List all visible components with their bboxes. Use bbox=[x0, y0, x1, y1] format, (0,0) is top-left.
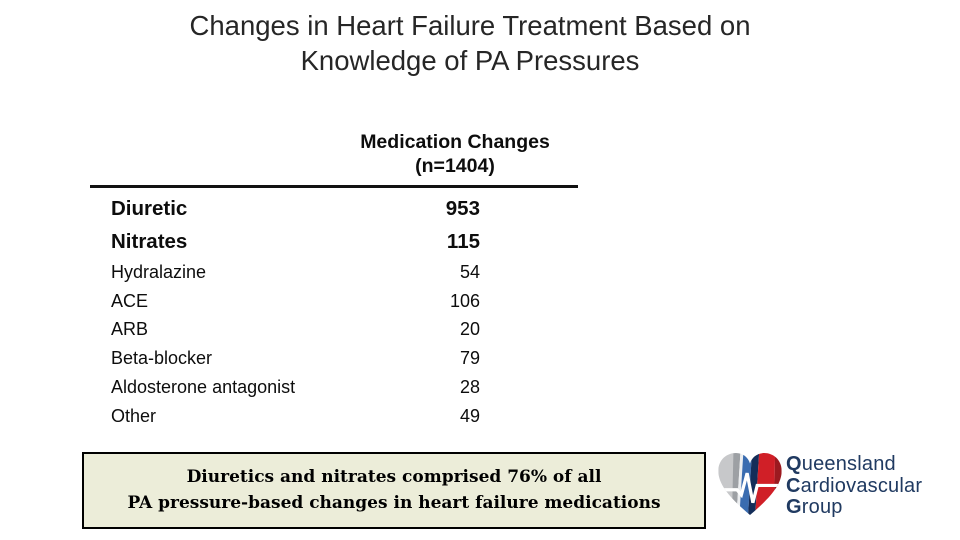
medication-value: 106 bbox=[449, 290, 480, 311]
medication-value: 54 bbox=[459, 262, 480, 282]
medication-value: 20 bbox=[459, 319, 480, 340]
page-title-line1: Changes in Heart Failure Treatment Based… bbox=[189, 10, 751, 41]
qcg-logo-line: Cardiovascular bbox=[786, 474, 923, 498]
qcg-logo-word: ardiovascular bbox=[800, 474, 923, 497]
qcg-logo-line: Queensland bbox=[786, 453, 922, 476]
qcg-logo-word: roup bbox=[801, 496, 843, 518]
summary-callout-line1: Diuretics and nitrates comprised 76% of … bbox=[186, 467, 602, 487]
table-row: Nitrates 115 bbox=[111, 225, 480, 258]
qcg-logo-initial: G bbox=[786, 496, 802, 518]
medication-label: ARB bbox=[111, 319, 149, 340]
medication-value: 79 bbox=[459, 348, 480, 369]
qcg-logo-text: Queensland Cardiovascular Group bbox=[786, 453, 923, 519]
medication-value: 953 bbox=[445, 197, 480, 220]
table-column-header-line1: Medication Changes bbox=[360, 131, 550, 153]
table-row: Aldosterone antagonist 28 bbox=[111, 373, 480, 402]
table-row: Hydralazine 54 bbox=[111, 258, 480, 287]
medication-label: Nitrates bbox=[111, 230, 188, 253]
medication-label: Beta-blocker bbox=[111, 348, 213, 369]
medication-label: Other bbox=[111, 405, 157, 426]
medication-label: Aldosterone antagonist bbox=[111, 376, 296, 397]
qcg-logo bbox=[714, 449, 786, 524]
table-row: ACE 106 bbox=[111, 287, 480, 316]
qcg-logo-word: ueensland bbox=[801, 453, 896, 475]
table-row: Other 49 bbox=[111, 402, 480, 431]
table-column-header: Medication Changes (n=1404) bbox=[330, 131, 580, 178]
table-row: Diuretic 953 bbox=[111, 192, 480, 225]
page-title-line2: Knowledge of PA Pressures bbox=[300, 45, 640, 76]
qcg-logo-initial: C bbox=[786, 474, 801, 497]
table-row: Beta-blocker 79 bbox=[111, 344, 480, 373]
table-row: ARB 20 bbox=[111, 315, 480, 344]
qcg-logo-line: Group bbox=[786, 496, 922, 519]
medication-label: ACE bbox=[111, 290, 149, 311]
medication-label: Diuretic bbox=[111, 197, 188, 220]
qcg-logo-initial: Q bbox=[786, 453, 802, 475]
table-header-rule bbox=[90, 185, 578, 188]
summary-callout: Diuretics and nitrates comprised 76% of … bbox=[82, 452, 706, 529]
page-title: Changes in Heart Failure Treatment Based… bbox=[0, 8, 940, 78]
heart-ecg-icon bbox=[718, 453, 782, 515]
medication-label: Hydralazine bbox=[111, 262, 207, 282]
summary-callout-line2: PA pressure-based changes in heart failu… bbox=[127, 492, 661, 513]
medication-value: 115 bbox=[446, 230, 480, 253]
table-column-header-line2: (n=1404) bbox=[415, 154, 495, 177]
medication-table: Diuretic 953 Nitrates 115 Hydralazine 54… bbox=[111, 192, 480, 430]
medication-value: 28 bbox=[459, 376, 480, 397]
medication-value: 49 bbox=[459, 405, 480, 426]
